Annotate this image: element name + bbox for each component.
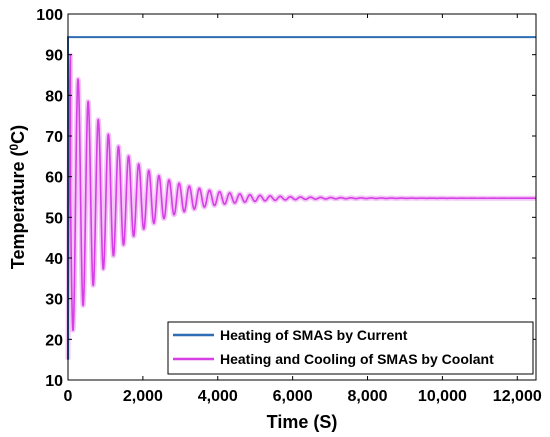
y-tick-label: 20 (45, 332, 63, 349)
legend-box (167, 321, 534, 375)
legend-label-current: Heating of SMAS by Current (220, 327, 408, 343)
y-tick-label: 80 (45, 88, 63, 105)
y-axis-title-tail: C) (8, 125, 28, 144)
y-tick-label: 70 (45, 129, 63, 146)
y-axis-title-main: Temperature ( (8, 150, 28, 269)
x-axis-title: Time (S) (267, 412, 338, 432)
y-axis-title-superscript: 0 (7, 143, 21, 150)
y-axis-title: Temperature (0C) (7, 125, 28, 269)
x-tick-label: 0 (64, 388, 73, 405)
y-tick-label: 100 (36, 7, 63, 24)
legend-label-coolant: Heating and Cooling of SMAS by Coolant (220, 351, 494, 367)
y-tick-label: 10 (45, 373, 63, 390)
y-tick-label: 60 (45, 170, 63, 187)
x-tick-label: 8,000 (347, 388, 387, 405)
x-tick-label: 10,000 (418, 388, 467, 405)
y-tick-label: 40 (45, 251, 63, 268)
x-tick-label: 2,000 (123, 388, 163, 405)
y-tick-label: 30 (45, 292, 63, 309)
x-tick-label: 4,000 (198, 388, 238, 405)
x-tick-label: 12,000 (493, 388, 542, 405)
y-tick-label: 50 (45, 210, 63, 227)
ticks-layer: 0 2,000 4,000 6,000 8,000 10,000 12,000 10 20 30 4… (36, 7, 542, 405)
y-tick-label: 90 (45, 48, 63, 65)
series-line-coolant (67, 54, 537, 360)
x-tick-label: 6,000 (273, 388, 313, 405)
plot-frame (67, 13, 537, 381)
legend: Heating of SMAS by Current Heating and C… (167, 321, 534, 375)
